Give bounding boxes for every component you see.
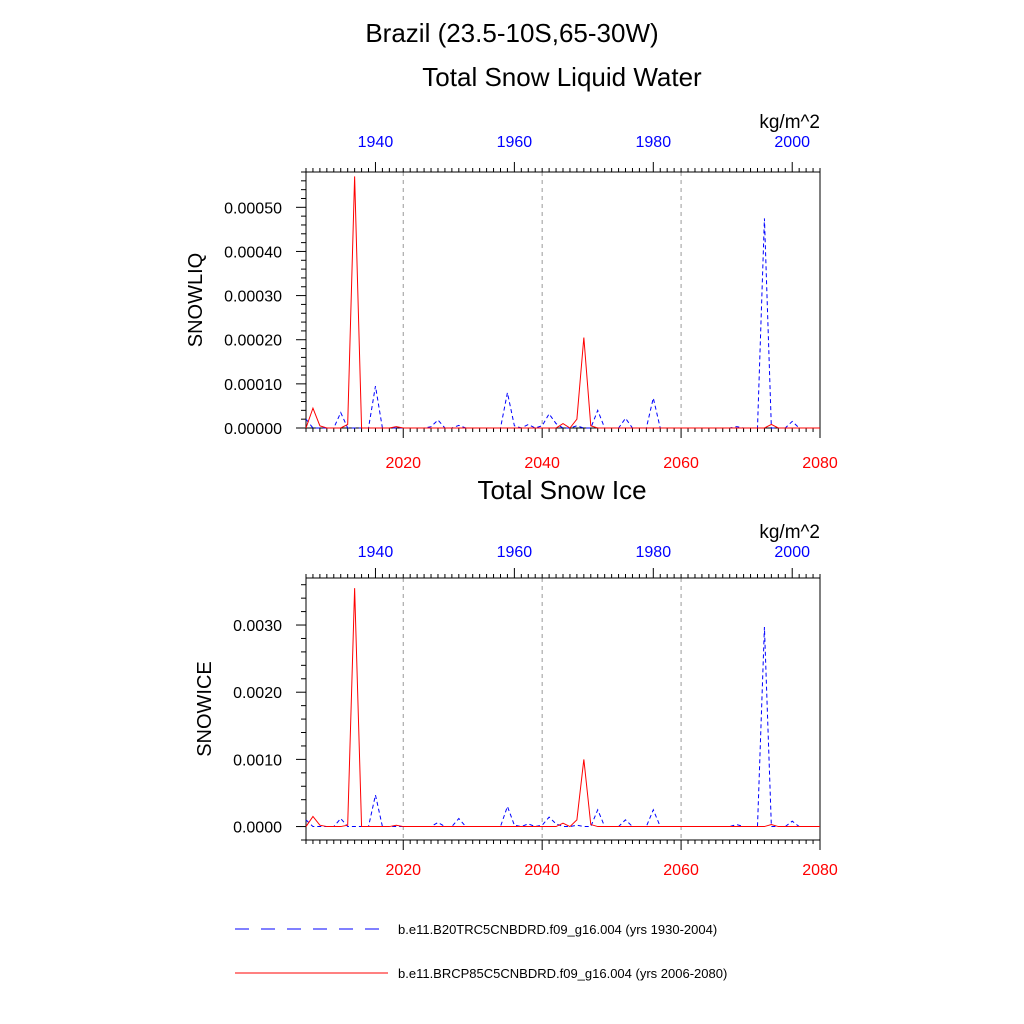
x-tick-label-bottom: 2040 [524, 862, 560, 879]
x-tick-label-bottom: 2020 [385, 862, 421, 879]
x-tick-label-top: 1980 [636, 544, 672, 561]
y-tick-label: 0.00040 [224, 244, 282, 261]
x-tick-label-top: 1940 [358, 134, 394, 151]
series-line-future [305, 176, 820, 429]
x-tick-label-top: 1940 [358, 544, 394, 561]
units-label: kg/m^2 [759, 112, 820, 133]
legend-label-future: b.e11.BRCP85C5CNBDRD.f09_g16.004 (yrs 20… [398, 966, 727, 981]
y-tick-label: 0.0020 [233, 685, 282, 702]
x-tick-label-bottom: 2060 [663, 455, 699, 472]
legend-label-historical: b.e11.B20TRC5CNBDRD.f09_g16.004 (yrs 193… [398, 922, 717, 937]
y-axis-label: SNOWLIQ [185, 253, 207, 347]
y-tick-label: 0.0030 [233, 618, 282, 635]
panel-snowliq: Total Snow Liquid Water kg/m^2 SNOWLIQ 2020… [185, 62, 838, 472]
y-tick-label: 0.0010 [233, 752, 282, 769]
y-tick-label: 0.00020 [224, 333, 282, 350]
y-tick-label: 0.00010 [224, 377, 282, 394]
x-tick-label-bottom: 2080 [802, 455, 838, 472]
x-tick-label-bottom: 2060 [663, 862, 699, 879]
units-label: kg/m^2 [759, 522, 820, 543]
series-line-future [305, 588, 820, 828]
x-tick-label-top: 1980 [636, 134, 672, 151]
y-tick-label: 0.00000 [224, 421, 282, 438]
series-line-historical [305, 627, 820, 828]
plot-frame [305, 577, 821, 841]
x-tick-label-top: 1960 [497, 544, 533, 561]
legend: b.e11.B20TRC5CNBDRD.f09_g16.004 (yrs 193… [235, 922, 727, 981]
y-tick-label: 0.00050 [224, 200, 282, 217]
figure-title: Brazil (23.5-10S,65-30W) [365, 18, 658, 48]
x-tick-label-bottom: 2020 [385, 455, 421, 472]
x-tick-label-bottom: 2040 [524, 455, 560, 472]
x-tick-label-top: 2000 [774, 134, 810, 151]
plot-frame [305, 171, 821, 429]
chart-title: Total Snow Ice [477, 475, 646, 505]
x-tick-label-bottom: 2080 [802, 862, 838, 879]
chart-title: Total Snow Liquid Water [422, 62, 702, 92]
panel-snowice: Total Snow Ice kg/m^2 SNOWICE 2020 2040 2060 2… [194, 475, 838, 879]
series-line-historical [305, 218, 820, 429]
y-tick-label: 0.0000 [233, 820, 282, 837]
y-axis-label: SNOWICE [194, 661, 216, 757]
x-tick-label-top: 2000 [774, 544, 810, 561]
x-tick-label-top: 1960 [497, 134, 533, 151]
y-tick-label: 0.00030 [224, 289, 282, 306]
